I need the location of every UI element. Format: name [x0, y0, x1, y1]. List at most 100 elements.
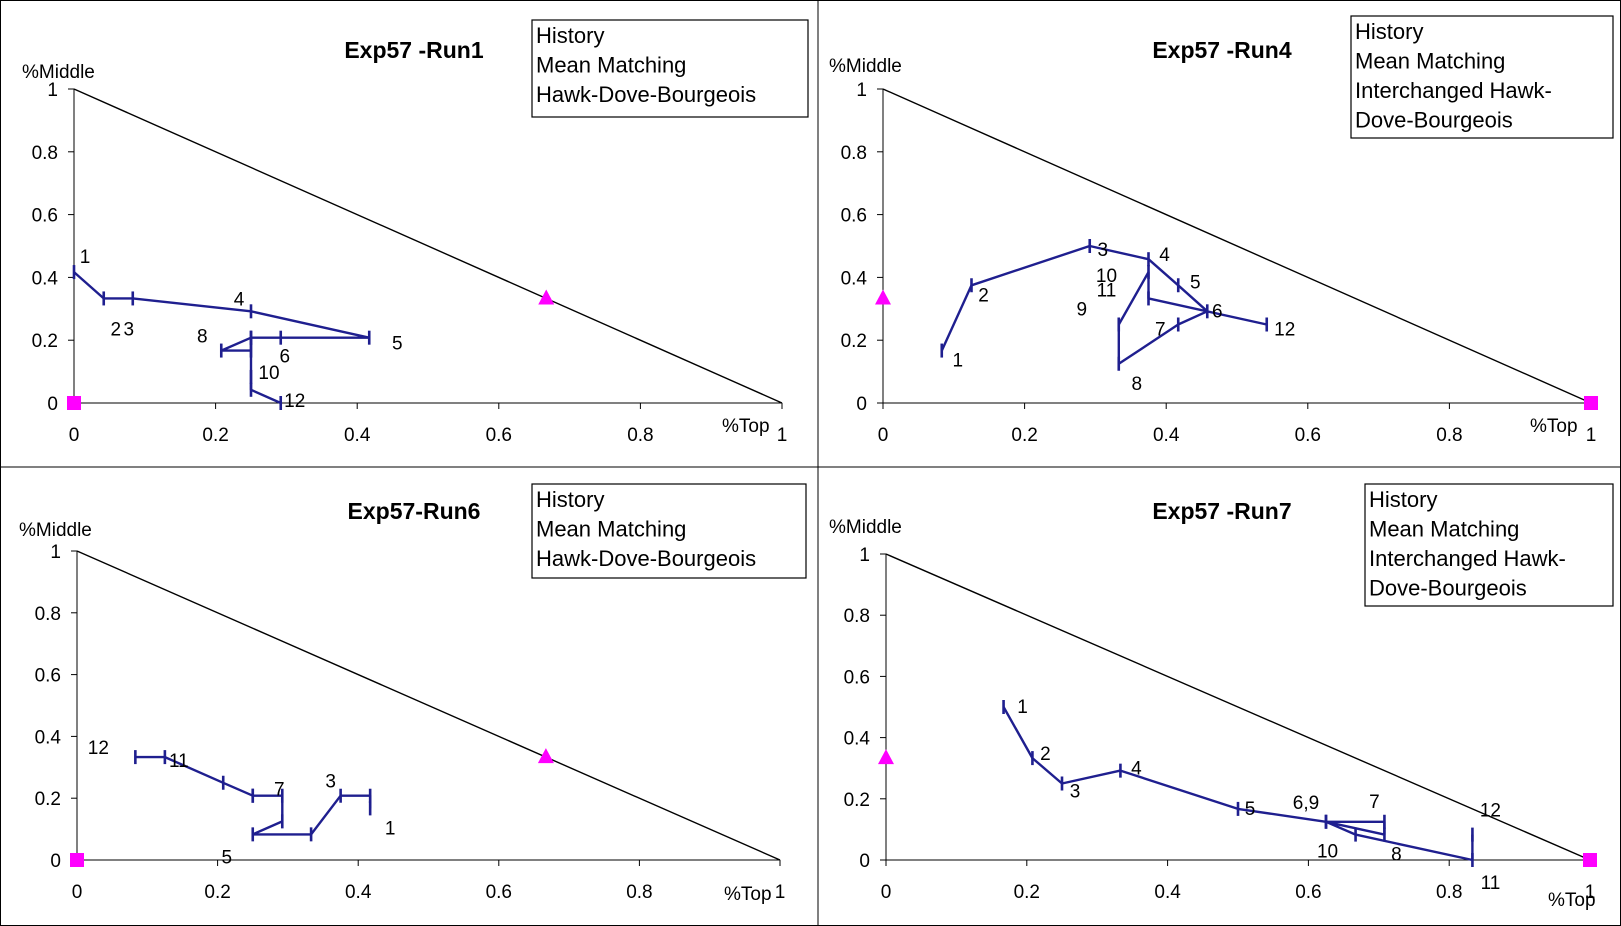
series-line: [1002, 706, 1474, 862]
y-tick-label: 0.4: [841, 268, 868, 289]
x-tick-label: 1: [1586, 425, 1597, 446]
x-tick-label: 1: [777, 425, 788, 446]
legend-box: [531, 483, 807, 579]
data-label: 7: [1155, 320, 1166, 341]
square-marker: [67, 396, 81, 410]
chart-title: Exp57 -Run7: [1152, 498, 1291, 524]
data-label: 12: [88, 738, 109, 759]
y-tick-label: 0.4: [844, 729, 871, 750]
y-tick-label: 0.6: [35, 666, 61, 687]
data-label: 4: [1159, 245, 1170, 266]
data-label: 10: [1317, 842, 1338, 863]
x-tick-label: 0.6: [486, 425, 512, 446]
square-marker: [1583, 853, 1597, 867]
data-label: 8: [1131, 374, 1142, 395]
legend-box: [1364, 483, 1614, 607]
y-tick-label: 0.4: [35, 727, 62, 748]
x-tick-label: 0.2: [202, 425, 228, 446]
legend-line: Mean Matching: [536, 53, 686, 78]
x-tick-label: 0.8: [1436, 425, 1462, 446]
x-tick-label: 0.2: [1011, 425, 1037, 446]
legend-line: History: [1369, 487, 1437, 512]
y-tick-label: 0: [47, 394, 58, 415]
simplex-boundary: [885, 553, 1591, 861]
legend-line: History: [536, 487, 604, 512]
x-tick-label: 0.4: [1153, 425, 1180, 446]
y-tick-label: 0.2: [841, 331, 867, 352]
x-tick-label: 0.6: [486, 882, 512, 903]
triangle-marker: [537, 748, 554, 764]
legend-line: Mean Matching: [1355, 49, 1505, 74]
legend-line: Hawk-Dove-Bourgeois: [536, 546, 756, 571]
y-tick-label: 1: [856, 80, 867, 101]
legend-line: Interchanged Hawk-: [1355, 78, 1552, 103]
x-axis-label: %Top: [724, 884, 772, 905]
legend-box: [531, 19, 809, 118]
y-tick-label: 0.8: [32, 143, 58, 164]
x-tick-label: 1: [775, 882, 786, 903]
y-tick-label: 1: [47, 80, 58, 101]
data-label: 11: [1097, 280, 1117, 301]
x-axis-label: %Top: [1548, 890, 1596, 911]
data-label: 10: [258, 363, 279, 384]
data-label: 10: [1096, 266, 1117, 287]
y-tick-label: 0.6: [841, 206, 867, 227]
x-tick-label: 0.8: [1436, 882, 1462, 903]
data-label: 5: [221, 847, 232, 868]
y-tick-label: 0: [859, 851, 870, 872]
square-marker: [1584, 396, 1598, 410]
chart-panel-1: Exp57 -Run1 History Mean Matching Hawk-Dove…: [22, 19, 809, 446]
x-axis-label: %Top: [1530, 416, 1578, 437]
chart-title: Exp57-Run6: [348, 498, 481, 524]
x-tick-label: 0: [878, 425, 889, 446]
data-label: 5: [1190, 272, 1201, 293]
data-label: 7: [1369, 792, 1380, 813]
data-label: 6: [279, 347, 290, 368]
data-label: 11: [169, 751, 189, 772]
x-tick-label: 0: [72, 882, 83, 903]
x-tick-label: 0: [881, 882, 892, 903]
y-axis-label: %Middle: [19, 520, 92, 541]
data-label: 3: [1070, 782, 1081, 803]
y-tick-label: 1: [50, 542, 61, 563]
y-axis-label: %Middle: [22, 62, 95, 83]
y-tick-label: 0.8: [844, 606, 870, 627]
data-label: 12: [284, 391, 305, 412]
x-tick-label: 0: [69, 425, 80, 446]
chart-title: Exp57 -Run4: [1152, 37, 1292, 63]
y-tick-label: 0: [856, 394, 867, 415]
data-label: 8: [1391, 845, 1402, 866]
data-label: 2: [1040, 744, 1051, 765]
y-tick-label: 0.2: [844, 790, 870, 811]
x-tick-label: 0.4: [344, 425, 371, 446]
data-label: 1: [80, 247, 91, 268]
y-tick-label: 0.4: [32, 268, 59, 289]
legend-line: Dove-Bourgeois: [1355, 108, 1513, 133]
x-tick-label: 0.4: [1154, 882, 1181, 903]
y-tick-label: 0.2: [35, 789, 61, 810]
data-label: 2: [978, 285, 989, 306]
x-tick-label: 0.6: [1295, 882, 1321, 903]
data-label: 3: [325, 772, 336, 793]
y-axis-label: %Middle: [829, 56, 902, 77]
y-axis-label: %Middle: [829, 517, 902, 538]
x-tick-label: 1: [1585, 882, 1596, 903]
legend-line: Mean Matching: [1369, 517, 1519, 542]
legend-line: Hawk-Dove-Bourgeois: [536, 82, 756, 107]
x-tick-label: 0.2: [1014, 882, 1040, 903]
triangle-marker: [538, 289, 555, 305]
data-label: 2: [110, 319, 121, 340]
simplex-boundary: [73, 88, 783, 404]
x-tick-label: 0.8: [627, 425, 653, 446]
data-label: 3: [1097, 240, 1108, 261]
simplex-boundary: [882, 88, 1592, 404]
triangle-marker: [875, 289, 891, 305]
data-label: 7: [274, 780, 285, 801]
square-marker: [70, 853, 84, 867]
chart-panel-4: Exp57 -Run7 History Mean Matching Interchan…: [829, 483, 1614, 911]
simplex-boundary: [76, 550, 781, 861]
x-axis-label: %Top: [722, 416, 770, 437]
data-label: 5: [392, 334, 403, 355]
y-tick-label: 0.2: [32, 331, 58, 352]
